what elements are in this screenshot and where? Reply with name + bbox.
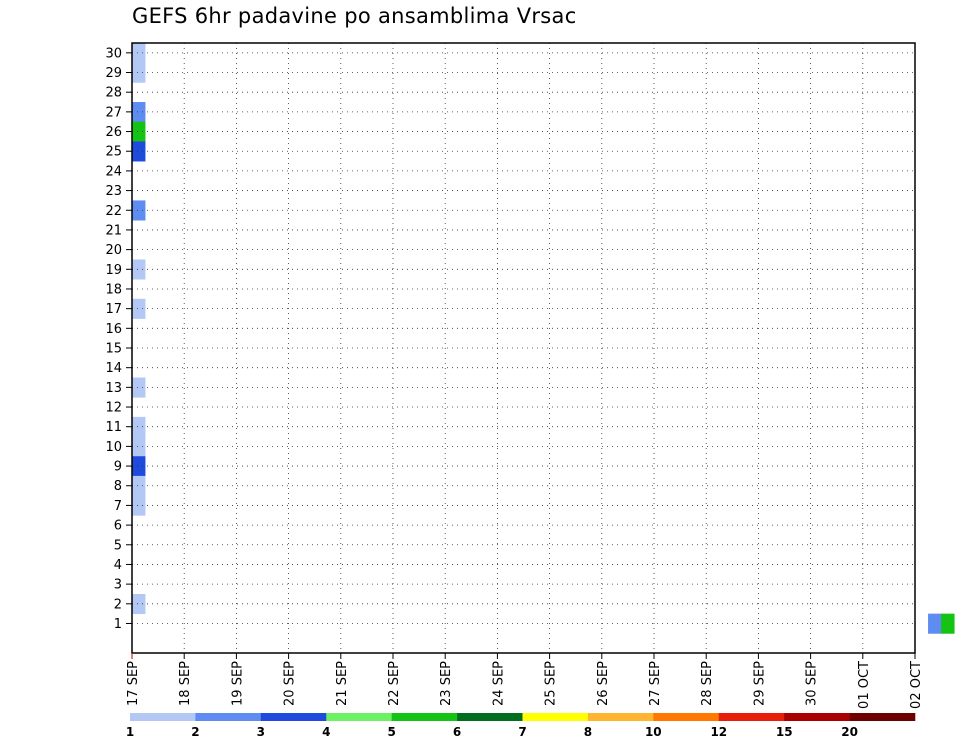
colorbar-label: 1 <box>126 725 134 739</box>
y-tick-label: 6 <box>114 519 122 534</box>
grid-layer <box>132 43 915 653</box>
x-tick-label: 21 SEP <box>335 661 350 706</box>
y-tick-label: 14 <box>105 361 122 376</box>
x-tick-label: 28 SEP <box>700 661 715 706</box>
x-tick-label: 20 SEP <box>283 661 298 706</box>
heatmap-cell <box>132 593 146 615</box>
heatmap-cell <box>132 456 146 477</box>
y-tick-label: 25 <box>105 145 122 160</box>
y-tick-label: 4 <box>114 558 122 573</box>
colorbar-swatch <box>195 713 262 721</box>
y-tick-label: 27 <box>105 105 122 120</box>
colorbar-label: 2 <box>191 725 199 739</box>
colorbar-swatch <box>784 713 850 721</box>
colorbar-swatch <box>587 713 654 721</box>
y-tick-label: 8 <box>114 479 122 494</box>
heatmap-cell <box>132 298 146 319</box>
y-tick-label: 7 <box>114 499 122 514</box>
y-tick-label: 3 <box>114 578 122 593</box>
colorbar-swatch <box>522 713 589 721</box>
colorbar-label: 5 <box>388 725 396 739</box>
chart-title: GEFS 6hr padavine po ansamblima Vrsac <box>132 4 577 28</box>
y-tick-label: 20 <box>105 243 122 258</box>
colorbar-label: 10 <box>645 725 662 739</box>
y-tick-label: 16 <box>105 322 122 337</box>
heatmap-cell <box>132 475 146 496</box>
heatmap-cell <box>132 259 146 280</box>
colorbar-swatch <box>849 713 916 721</box>
y-tick-label: 13 <box>105 381 122 396</box>
x-tick-label: 29 SEP <box>752 661 767 706</box>
cells-layer <box>132 43 955 634</box>
colorbar: 1 2 3 4 5 6 7 8 10 12 15 20 <box>126 713 916 739</box>
heatmap-cell <box>132 436 146 457</box>
y-tick-label: 19 <box>105 263 122 278</box>
heatmap-cell <box>132 102 146 123</box>
x-tick-label: 19 SEP <box>230 661 245 706</box>
y-tick-label: 22 <box>105 204 122 219</box>
heatmap-cell <box>132 121 146 142</box>
colorbar-label: 8 <box>584 725 592 739</box>
y-tick-label: 26 <box>105 125 122 140</box>
y-tick-label: 15 <box>105 342 122 357</box>
x-tick-label: 24 SEP <box>491 661 506 706</box>
heatmap-cell <box>132 377 146 398</box>
heatmap-cell <box>928 613 942 634</box>
colorbar-label: 20 <box>841 725 858 739</box>
y-tick-label: 2 <box>114 597 122 612</box>
x-tick-label: 17 SEP <box>126 661 141 706</box>
colorbar-swatch <box>457 713 523 721</box>
colorbar-swatch <box>653 713 720 721</box>
x-tick-label: 23 SEP <box>439 661 454 706</box>
x-tick-label: 01 OCT <box>857 661 872 709</box>
y-tick-label: 17 <box>105 302 122 317</box>
x-tick-labels: 17 SEP 18 SEP 19 SEP 20 SEP 21 SEP 22 SEP 23 S… <box>126 653 924 709</box>
colorbar-label: 6 <box>453 725 461 739</box>
colorbar-swatch <box>326 713 392 721</box>
colorbar-swatch <box>130 713 196 721</box>
y-tick-label: 1 <box>114 617 122 632</box>
y-tick-label: 29 <box>105 66 122 81</box>
colorbar-swatch <box>718 713 785 721</box>
colorbar-label: 7 <box>518 725 526 739</box>
colorbar-label: 15 <box>776 725 793 739</box>
colorbar-label: 3 <box>257 725 265 739</box>
y-tick-label: 24 <box>105 164 122 179</box>
x-tick-label: 30 SEP <box>805 661 820 706</box>
heatmap-cell <box>132 62 146 83</box>
x-tick-label: 27 SEP <box>648 661 663 706</box>
x-tick-label: 02 OCT <box>909 661 924 709</box>
x-tick-label: 18 SEP <box>178 661 193 706</box>
heatmap-cell <box>132 141 146 162</box>
x-tick-label: 25 SEP <box>544 661 559 706</box>
y-tick-label: 28 <box>105 86 122 101</box>
colorbar-label: 12 <box>710 725 727 739</box>
x-tick-label: 26 SEP <box>596 661 611 706</box>
x-tick-label: 22 SEP <box>387 661 402 706</box>
heatmap-cell <box>941 613 955 634</box>
y-tick-label: 9 <box>114 460 122 475</box>
heatmap-cell <box>132 416 146 437</box>
y-tick-label: 21 <box>105 223 122 238</box>
y-tick-label: 11 <box>105 420 122 435</box>
y-tick-labels: 1234567891011121314151617181920212223242… <box>105 46 132 632</box>
y-tick-label: 18 <box>105 282 122 297</box>
y-tick-label: 23 <box>105 184 122 199</box>
heatmap-cell <box>132 495 146 516</box>
colorbar-swatch <box>391 713 458 721</box>
y-tick-label: 10 <box>105 440 122 455</box>
heatmap-cell <box>132 43 146 64</box>
heatmap-cell <box>132 200 146 221</box>
y-tick-label: 5 <box>114 538 122 553</box>
colorbar-swatch <box>260 713 327 721</box>
y-tick-label: 12 <box>105 401 122 416</box>
colorbar-label: 4 <box>322 725 330 739</box>
y-tick-label: 30 <box>105 46 122 61</box>
